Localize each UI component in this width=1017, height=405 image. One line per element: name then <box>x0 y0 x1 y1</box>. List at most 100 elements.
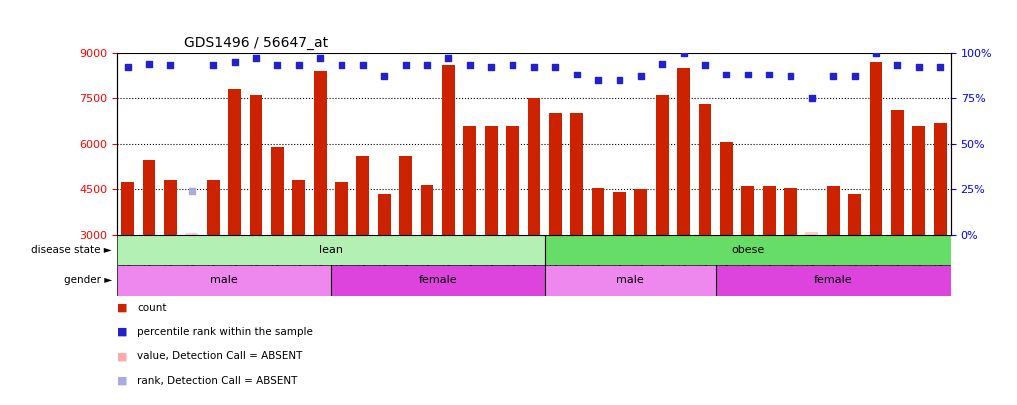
Text: female: female <box>418 275 457 286</box>
Text: GDS1496 / 56647_at: GDS1496 / 56647_at <box>184 36 327 50</box>
Point <box>504 62 521 69</box>
Bar <box>506 126 519 235</box>
Point <box>355 62 371 69</box>
Bar <box>848 194 861 235</box>
Bar <box>934 122 947 235</box>
Bar <box>870 62 883 235</box>
Bar <box>549 113 561 235</box>
Bar <box>164 180 177 235</box>
Point <box>611 77 627 83</box>
Point <box>868 49 884 56</box>
Point <box>526 64 542 70</box>
Bar <box>442 65 455 235</box>
Bar <box>356 156 369 235</box>
Text: lean: lean <box>318 245 343 255</box>
Bar <box>720 142 733 235</box>
Bar <box>485 126 497 235</box>
Point <box>248 55 264 62</box>
Bar <box>571 113 583 235</box>
Bar <box>117 235 545 265</box>
Point <box>270 62 286 69</box>
Point <box>312 55 328 62</box>
Text: count: count <box>137 303 167 313</box>
Point <box>376 73 393 79</box>
Point <box>590 77 606 83</box>
Text: rank, Detection Call = ABSENT: rank, Detection Call = ABSENT <box>137 376 298 386</box>
Bar <box>528 98 540 235</box>
Bar <box>827 186 840 235</box>
Text: obese: obese <box>731 245 765 255</box>
Bar <box>784 188 797 235</box>
Bar <box>805 232 819 235</box>
Bar <box>206 180 220 235</box>
Bar <box>699 104 712 235</box>
Text: ■: ■ <box>117 352 127 361</box>
Text: gender ►: gender ► <box>64 275 112 286</box>
Point <box>120 64 136 70</box>
Point <box>462 62 478 69</box>
Point <box>718 71 734 78</box>
Point <box>932 64 948 70</box>
Bar <box>335 182 348 235</box>
Point <box>761 71 777 78</box>
Point <box>398 62 414 69</box>
Point <box>184 188 200 194</box>
Point <box>825 73 841 79</box>
Bar <box>400 156 412 235</box>
Bar <box>635 190 647 235</box>
Point <box>141 60 158 67</box>
Text: value, Detection Call = ABSENT: value, Detection Call = ABSENT <box>137 352 303 361</box>
Bar <box>228 89 241 235</box>
Bar <box>117 265 331 296</box>
Bar <box>292 180 305 235</box>
Text: ■: ■ <box>117 303 127 313</box>
Point <box>889 62 905 69</box>
Text: percentile rank within the sample: percentile rank within the sample <box>137 327 313 337</box>
Bar <box>741 186 755 235</box>
Text: ■: ■ <box>117 327 127 337</box>
Bar <box>271 147 284 235</box>
Bar <box>613 192 625 235</box>
Point <box>291 62 307 69</box>
Bar <box>421 185 433 235</box>
Bar <box>592 188 604 235</box>
Point <box>803 95 820 101</box>
Text: disease state ►: disease state ► <box>32 245 112 255</box>
Text: male: male <box>210 275 238 286</box>
Bar <box>545 265 716 296</box>
Bar <box>656 95 668 235</box>
Bar <box>545 235 951 265</box>
Point <box>569 71 585 78</box>
Bar <box>313 71 326 235</box>
Point <box>227 58 243 65</box>
Text: female: female <box>814 275 852 286</box>
Bar <box>912 126 925 235</box>
Point <box>675 49 692 56</box>
Point <box>739 71 756 78</box>
Point <box>782 73 798 79</box>
Point <box>205 62 222 69</box>
Point <box>419 62 435 69</box>
Point <box>697 62 713 69</box>
Text: ■: ■ <box>117 376 127 386</box>
Bar <box>464 126 476 235</box>
Point <box>846 73 862 79</box>
Bar <box>142 160 156 235</box>
Bar <box>891 111 904 235</box>
Bar <box>763 186 776 235</box>
Text: male: male <box>616 275 644 286</box>
Bar <box>249 95 262 235</box>
Point <box>547 64 563 70</box>
Point <box>163 62 179 69</box>
Point <box>334 62 350 69</box>
Bar <box>121 182 134 235</box>
Point <box>654 60 670 67</box>
Bar <box>185 233 198 235</box>
Bar <box>716 265 951 296</box>
Point <box>633 73 649 79</box>
Bar <box>378 194 391 235</box>
Point <box>440 55 457 62</box>
Bar <box>677 68 690 235</box>
Point <box>910 64 926 70</box>
Bar <box>331 265 545 296</box>
